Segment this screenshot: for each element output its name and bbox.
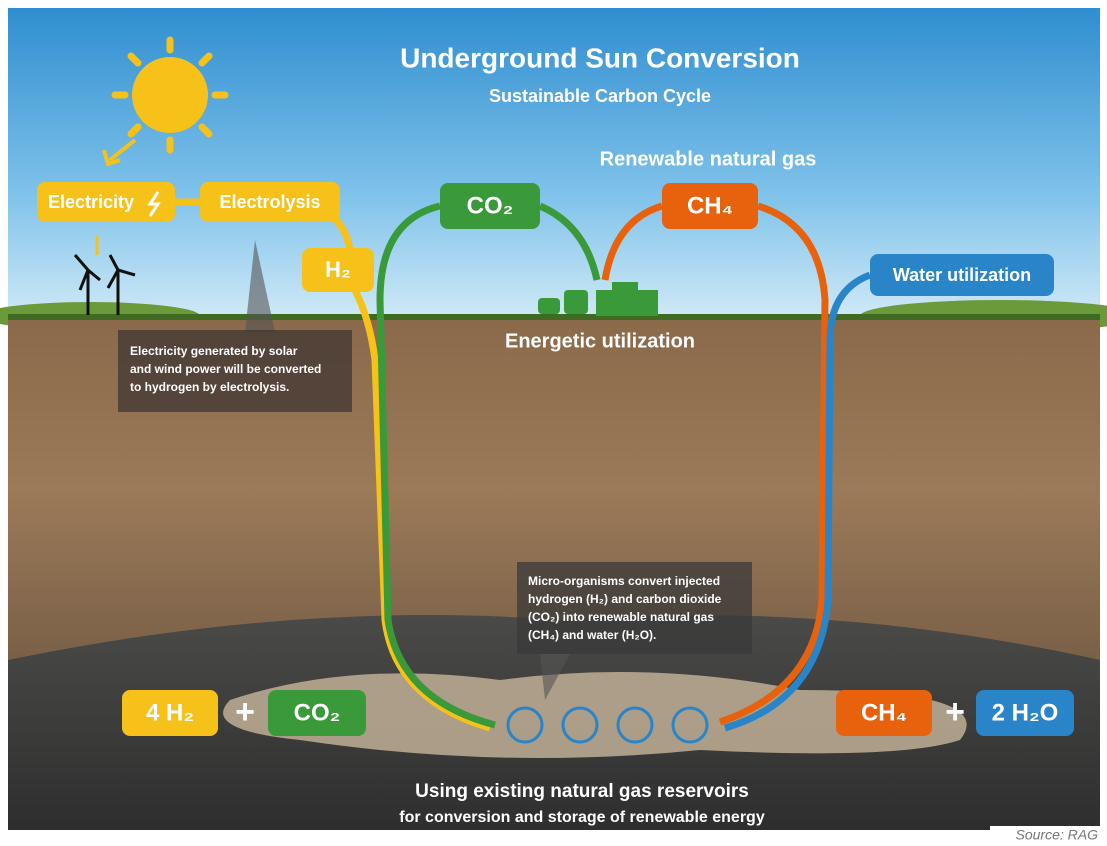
equation-right: CH₄ + 2 H₂O [836,690,1074,736]
note-line: hydrogen (H₂) and carbon dioxide [528,592,722,606]
label: Energetic utilization [505,330,695,352]
note-line: and wind power will be converted [130,362,321,376]
node-label: Water utilization [893,265,1031,285]
node-label: Electricity [48,192,134,212]
node-electricity: Electricity [37,182,175,222]
term: CO₂ [294,699,341,726]
footer-line: for conversion and storage of renewable … [399,809,765,826]
node-electrolysis: Electrolysis [200,182,340,222]
diagram: Underground Sun Conversion Sustainable C… [0,0,1107,846]
term: CH₄ [861,699,907,726]
note-line: Micro-organisms convert injected [528,574,720,588]
node-ch4: CH₄ [662,183,758,229]
note-line: to hydrogen by electrolysis. [130,380,289,394]
operator: + [235,693,255,731]
note-line: (CH₄) and water (H₂O). [528,628,656,642]
node-label: CH₄ [687,192,733,219]
operator: + [945,693,965,731]
node-water: Water utilization [870,254,1054,296]
term: 4 H₂ [146,699,194,726]
node-label: Electrolysis [219,192,320,212]
node-label: CO₂ [467,192,514,219]
label: Renewable natural gas [600,148,817,170]
footer-line: Using existing natural gas reservoirs [415,781,749,802]
node-label: H₂ [325,257,351,282]
source: Source: RAG [1016,827,1099,843]
equation-left: 4 H₂ + CO₂ [122,690,366,736]
note-line: (CO₂) into renewable natural gas [528,610,714,624]
term: 2 H₂O [992,699,1059,726]
node-h2: H₂ [302,248,374,292]
subtitle: Sustainable Carbon Cycle [489,86,711,106]
note-line: Electricity generated by solar [130,344,298,358]
title: Underground Sun Conversion [400,42,800,73]
node-co2: CO₂ [440,183,540,229]
